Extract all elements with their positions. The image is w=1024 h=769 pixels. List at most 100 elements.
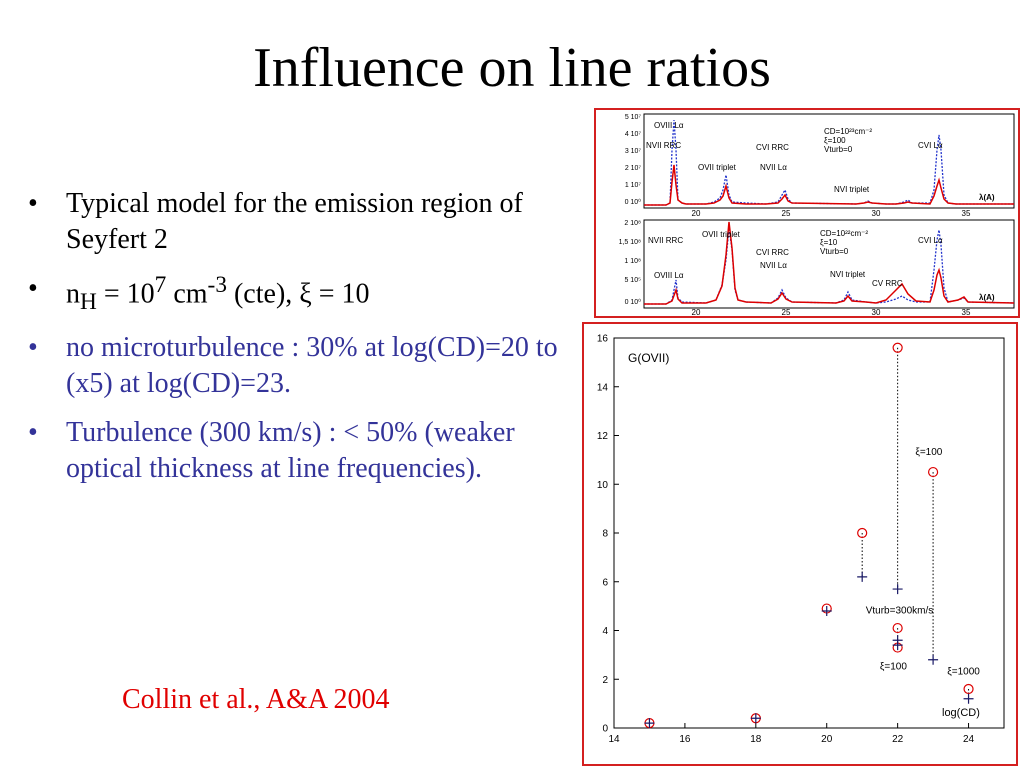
bullet-symbol: • — [28, 332, 38, 364]
chart-annotation: Vturb=300km/s — [866, 605, 934, 616]
xtick-label: 30 — [872, 308, 881, 316]
x-tick-label: 22 — [892, 734, 904, 745]
circle-point — [857, 527, 868, 539]
ytick-label: 3 10⁷ — [625, 148, 642, 155]
density-exp: 7 — [154, 271, 167, 298]
info-line: ξ=10 — [820, 238, 838, 247]
x-axis-label: λ(A) — [979, 193, 995, 202]
y-tick-label: 10 — [597, 480, 609, 491]
bullet-list: • Typical model for the emission region … — [28, 186, 568, 500]
circle-point — [892, 342, 903, 353]
xtick-label: 20 — [692, 308, 701, 316]
line-label: NVII RRC — [646, 141, 681, 150]
x-tick-label: 14 — [608, 734, 620, 745]
plot-frame — [613, 337, 1005, 729]
y-tick-label: 8 — [602, 529, 608, 540]
plus-point — [644, 718, 655, 729]
y-tick-label: 12 — [597, 431, 609, 442]
bullet-symbol: • — [28, 417, 38, 449]
slide-title: Influence on line ratios — [253, 37, 771, 99]
ytick-label: 1 10⁷ — [625, 182, 642, 189]
spectrum-top-frame — [643, 113, 1015, 209]
line-label: NVII RRC — [648, 236, 683, 245]
xtick-label: 20 — [692, 209, 701, 218]
x-axis-label: log(CD) — [942, 707, 980, 719]
line-label: CVI RRC — [756, 143, 789, 152]
density-unit: cm — [166, 277, 208, 309]
bullet-model: • Typical model for the emission region … — [28, 186, 568, 258]
circle-point — [927, 466, 939, 478]
xtick-label: 25 — [782, 209, 791, 218]
xtick-label: 30 — [872, 209, 881, 218]
ytick-label: 5 10⁵ — [624, 277, 641, 284]
chart-annotation: ξ=100 — [915, 447, 942, 458]
bullet-no-microturbulence: • no microturbulence : 30% at log(CD)=20… — [28, 330, 568, 402]
line-label: NVII Lα — [760, 163, 787, 172]
y-tick-label: 14 — [597, 382, 609, 393]
bullet-density: • nH = 107 cm-3 (cte), ξ = 10 — [28, 271, 568, 318]
info-line: ξ=100 — [824, 136, 846, 145]
ytick-label: 5 10⁷ — [625, 114, 642, 121]
bullet-symbol: • — [28, 188, 38, 219]
g-ovii-chart: G(OVII) log(CD) 14 16 18 20 22 24024681012141… — [597, 334, 1005, 745]
y-tick-label: 4 — [602, 626, 608, 637]
plus-point — [963, 693, 974, 704]
ytick-label: 1,5 10⁸ — [619, 239, 641, 246]
ytick-label: 2 10⁸ — [624, 220, 641, 227]
line-label: NVI triplet — [834, 185, 870, 194]
density-rest: (cte), ξ = 10 — [226, 277, 370, 309]
density-n: n — [66, 277, 80, 309]
bullet-turbulence-text: Turbulence (300 km/s) : < 50% (weaker op… — [66, 417, 515, 484]
chart-annotation: ξ=1000 — [947, 666, 980, 677]
x-tick-label: 20 — [821, 734, 833, 745]
plus-point — [857, 571, 868, 582]
bullet-symbol: • — [28, 272, 38, 304]
density-sub: H — [80, 288, 97, 315]
chart-title: G(OVII) — [628, 351, 669, 365]
x-axis-label: λ(A) — [979, 293, 995, 302]
x-tick-label: 24 — [963, 734, 975, 745]
info-line: Vturb=0 — [824, 145, 853, 154]
plus-point — [892, 584, 903, 595]
plus-point — [892, 640, 903, 651]
ytick-label: 0 10⁰ — [625, 198, 642, 206]
spectrum-top: 5 10⁷ 4 10⁷ 3 10⁷ 2 10⁷ 1 10⁷ 0 10⁰ 20 2… — [625, 113, 1015, 218]
xtick-label: 35 — [962, 308, 971, 316]
x-tick-label: 16 — [679, 734, 691, 745]
bullet-turbulence: • Turbulence (300 km/s) : < 50% (weaker … — [28, 415, 568, 487]
line-label: OVIII Lα — [654, 271, 684, 280]
line-label: NVII Lα — [760, 261, 787, 270]
line-label: OVIII Lα — [654, 121, 684, 130]
xtick-label: 25 — [782, 308, 791, 316]
plus-point — [928, 654, 939, 665]
y-tick-label: 6 — [602, 577, 608, 588]
spectrum-bottom-frame — [643, 219, 1015, 309]
circle-point — [963, 683, 974, 695]
y-tick-label: 16 — [597, 334, 609, 345]
info-line: Vturb=0 — [820, 247, 849, 256]
ytick-label: 2 10⁷ — [625, 165, 642, 172]
citation: Collin et al., A&A 2004 — [122, 684, 390, 715]
ytick-label: 4 10⁷ — [625, 131, 642, 138]
plus-point — [821, 606, 832, 616]
line-label: OVII triplet — [698, 163, 737, 172]
info-line: CD=10²²cm⁻² — [820, 229, 868, 238]
top-red-curve — [644, 164, 1014, 206]
chart-annotation: ξ=100 — [880, 662, 907, 673]
line-label: NVI triplet — [830, 270, 866, 279]
spectra-svg: 5 10⁷ 4 10⁷ 3 10⁷ 2 10⁷ 1 10⁷ 0 10⁰ 20 2… — [619, 113, 1015, 317]
g-ovii-figure: G(OVII) log(CD) 14 16 18 20 22 24 0 2 4 6 8 10 12 14 1… — [582, 322, 1018, 766]
xtick-label: 35 — [962, 209, 971, 218]
circle-point — [892, 622, 903, 634]
line-label: CVI Lα — [918, 236, 943, 245]
info-line: CD=10²³cm⁻² — [824, 127, 872, 136]
spectra-figure: 5 10⁷ 4 10⁷ 3 10⁷ 2 10⁷ 1 10⁷ 0 10⁰ 20 2… — [594, 108, 1020, 318]
line-label: CVI RRC — [756, 248, 789, 257]
ytick-label: 0 10⁰ — [625, 298, 642, 306]
line-label: CVI Lα — [918, 141, 943, 150]
bottom-red-curve — [644, 221, 1015, 305]
bullet-no-microturbulence-text: no microturbulence : 30% at log(CD)=20 t… — [66, 332, 558, 400]
density-unit-exp: -3 — [207, 271, 227, 298]
ytick-label: 1 10⁸ — [624, 258, 641, 265]
plus-point — [750, 713, 761, 724]
